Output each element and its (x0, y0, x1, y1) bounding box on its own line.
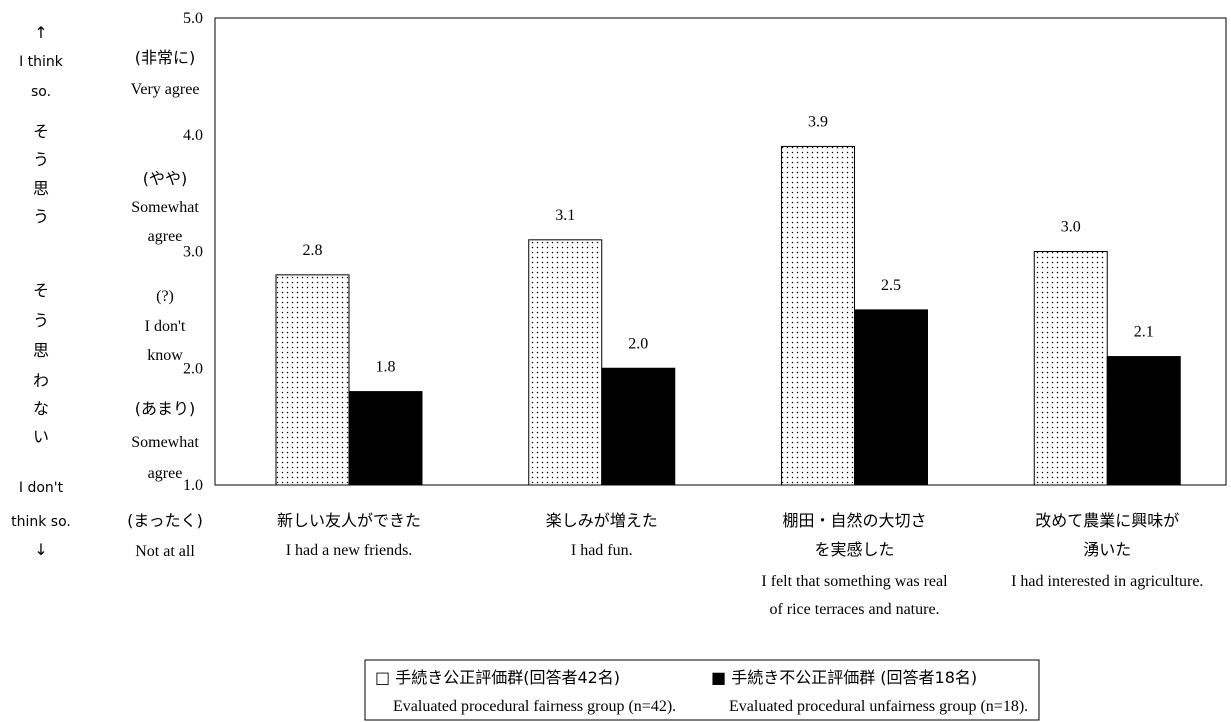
annotation-middle-5: な (33, 399, 49, 418)
scale-label-3-1: (?) (156, 288, 174, 305)
scale-label-5-2: Not at all (135, 543, 195, 560)
category-label-ja-3-1: 棚田・自然の大切さ (782, 511, 926, 530)
data-label-unfairness-1: 1.8 (376, 359, 396, 376)
category-label-ja-4-2: 湧いた (1083, 540, 1131, 559)
annotation-top-6: 思 (33, 179, 49, 198)
annotation-bottom-3: ↓ (34, 540, 47, 559)
legend-item-ja-2: ■ 手続き不公正評価群 (回答者18名) (711, 668, 977, 687)
legend-item-en-2: Evaluated procedural unfairness group (n… (729, 698, 1028, 715)
bars-layer (275, 145, 1181, 486)
scale-label-4-1: (あまり) (135, 399, 196, 418)
annotation-bottom-1: I don't (19, 480, 64, 496)
annotation-middle-3: 思 (33, 341, 49, 360)
annotation-top-1: ↑ (34, 23, 47, 42)
legend-box (364, 659, 1040, 721)
category-label-en-3-2: of rice terraces and nature. (769, 601, 939, 618)
annotation-bottom-2: think so. (11, 514, 71, 530)
scale-label-2-2: Somewhat (131, 199, 199, 216)
annotation-middle-6: い (33, 427, 49, 446)
y-tick-label-3: 3.0 (183, 244, 203, 261)
y-axis-layer: 5.0 4.0 3.0 2.0 1.0 (非常に) Very agree (やや) Somewh… (11, 10, 203, 560)
annotation-middle-1: そ (33, 281, 49, 300)
legend-item-ja-1: □ 手続き公正評価群(回答者42名) (375, 668, 620, 687)
scale-label-2-3: agree (148, 228, 183, 245)
data-label-fairness-2: 3.1 (555, 207, 575, 224)
annotation-top-2: I think (19, 54, 64, 70)
scale-label-1-1: (非常に) (135, 48, 196, 67)
annotation-middle-2: う (33, 311, 49, 330)
category-label-en-1-1: I had a new friends. (286, 542, 413, 559)
bar-unfairness-4 (1106, 356, 1181, 486)
annotation-top-4: そ (33, 122, 49, 141)
data-label-fairness-1: 2.8 (303, 242, 323, 259)
scale-label-4-3: agree (148, 465, 183, 482)
bar-unfairness-2 (601, 367, 676, 486)
category-label-ja-1-1: 新しい友人ができた (277, 511, 421, 530)
bar-unfairness-3 (854, 309, 928, 486)
bar-unfairness-1 (348, 391, 423, 486)
bar-fairness-4 (1033, 251, 1108, 486)
labels-layer: 2.8 1.8 新しい友人ができた I had a new friends. 3.1 2.… (277, 113, 1203, 618)
category-label-ja-4-1: 改めて農業に興味が (1035, 511, 1179, 530)
scale-label-3-3: know (147, 347, 183, 364)
scale-label-4-2: Somewhat (131, 434, 199, 451)
data-label-unfairness-3: 2.5 (881, 277, 901, 294)
annotation-middle-4: わ (33, 371, 49, 390)
legend-layer: □ 手続き公正評価群(回答者42名) Evaluated procedural f… (364, 659, 1040, 721)
plot-area (214, 17, 1227, 486)
annotation-top-5: う (33, 150, 49, 169)
category-label-ja-2-1: 楽しみが増えた (546, 511, 658, 530)
legend-item-en-1: Evaluated procedural fairness group (n=4… (393, 698, 676, 715)
category-label-en-2-1: I had fun. (571, 542, 633, 559)
bar-fairness-2 (528, 239, 603, 486)
scale-label-2-1: (やや) (143, 169, 188, 188)
data-label-unfairness-2: 2.0 (628, 335, 648, 352)
data-label-fairness-3: 3.9 (808, 113, 828, 130)
category-label-en-4-1: I had interested in agriculture. (1011, 573, 1203, 590)
category-label-ja-3-2: を実感した (814, 540, 894, 559)
bar-fairness-1 (275, 274, 350, 486)
y-tick-label-2: 4.0 (183, 127, 203, 144)
category-label-en-3-1: I felt that something was real (761, 573, 948, 590)
data-label-fairness-4: 3.0 (1061, 219, 1081, 236)
annotation-top-3: so. (31, 84, 51, 100)
scale-label-1-2: Very agree (131, 81, 200, 98)
y-tick-label-1: 5.0 (183, 10, 203, 27)
annotation-top-7: う (33, 207, 49, 226)
y-tick-label-5: 1.0 (183, 477, 203, 494)
data-label-unfairness-4: 2.1 (1134, 324, 1154, 341)
bar-fairness-3 (781, 145, 855, 486)
scale-label-3-2: I don't (145, 318, 186, 335)
y-tick-label-4: 2.0 (183, 360, 203, 377)
scale-label-5-1: (まったく) (127, 511, 203, 530)
